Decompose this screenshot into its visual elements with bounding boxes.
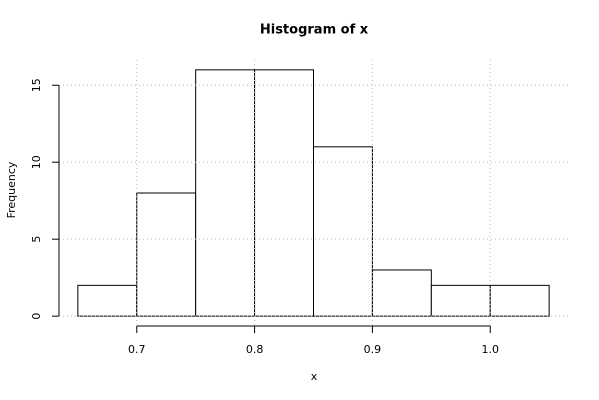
bar bbox=[489, 284, 550, 317]
bar bbox=[430, 284, 491, 317]
y-tick-label: 0 bbox=[30, 313, 43, 320]
y-tick-label: 10 bbox=[30, 155, 43, 169]
x-tick-label: 1.0 bbox=[481, 343, 499, 356]
bar bbox=[313, 146, 373, 317]
x-tick-label: 0.8 bbox=[246, 343, 264, 356]
y-axis-label: Frequency bbox=[5, 161, 18, 218]
y-tick-label: 15 bbox=[30, 78, 43, 92]
x-tick-label: 0.9 bbox=[364, 343, 382, 356]
chart-title: Histogram of x bbox=[260, 23, 369, 38]
y-tick-label: 5 bbox=[30, 236, 43, 243]
bar bbox=[254, 69, 315, 317]
bar bbox=[195, 69, 256, 317]
bar bbox=[371, 269, 432, 317]
bar bbox=[77, 284, 138, 317]
x-tick-label: 0.7 bbox=[128, 343, 146, 356]
bar bbox=[136, 192, 197, 317]
x-axis-label: x bbox=[311, 370, 318, 383]
